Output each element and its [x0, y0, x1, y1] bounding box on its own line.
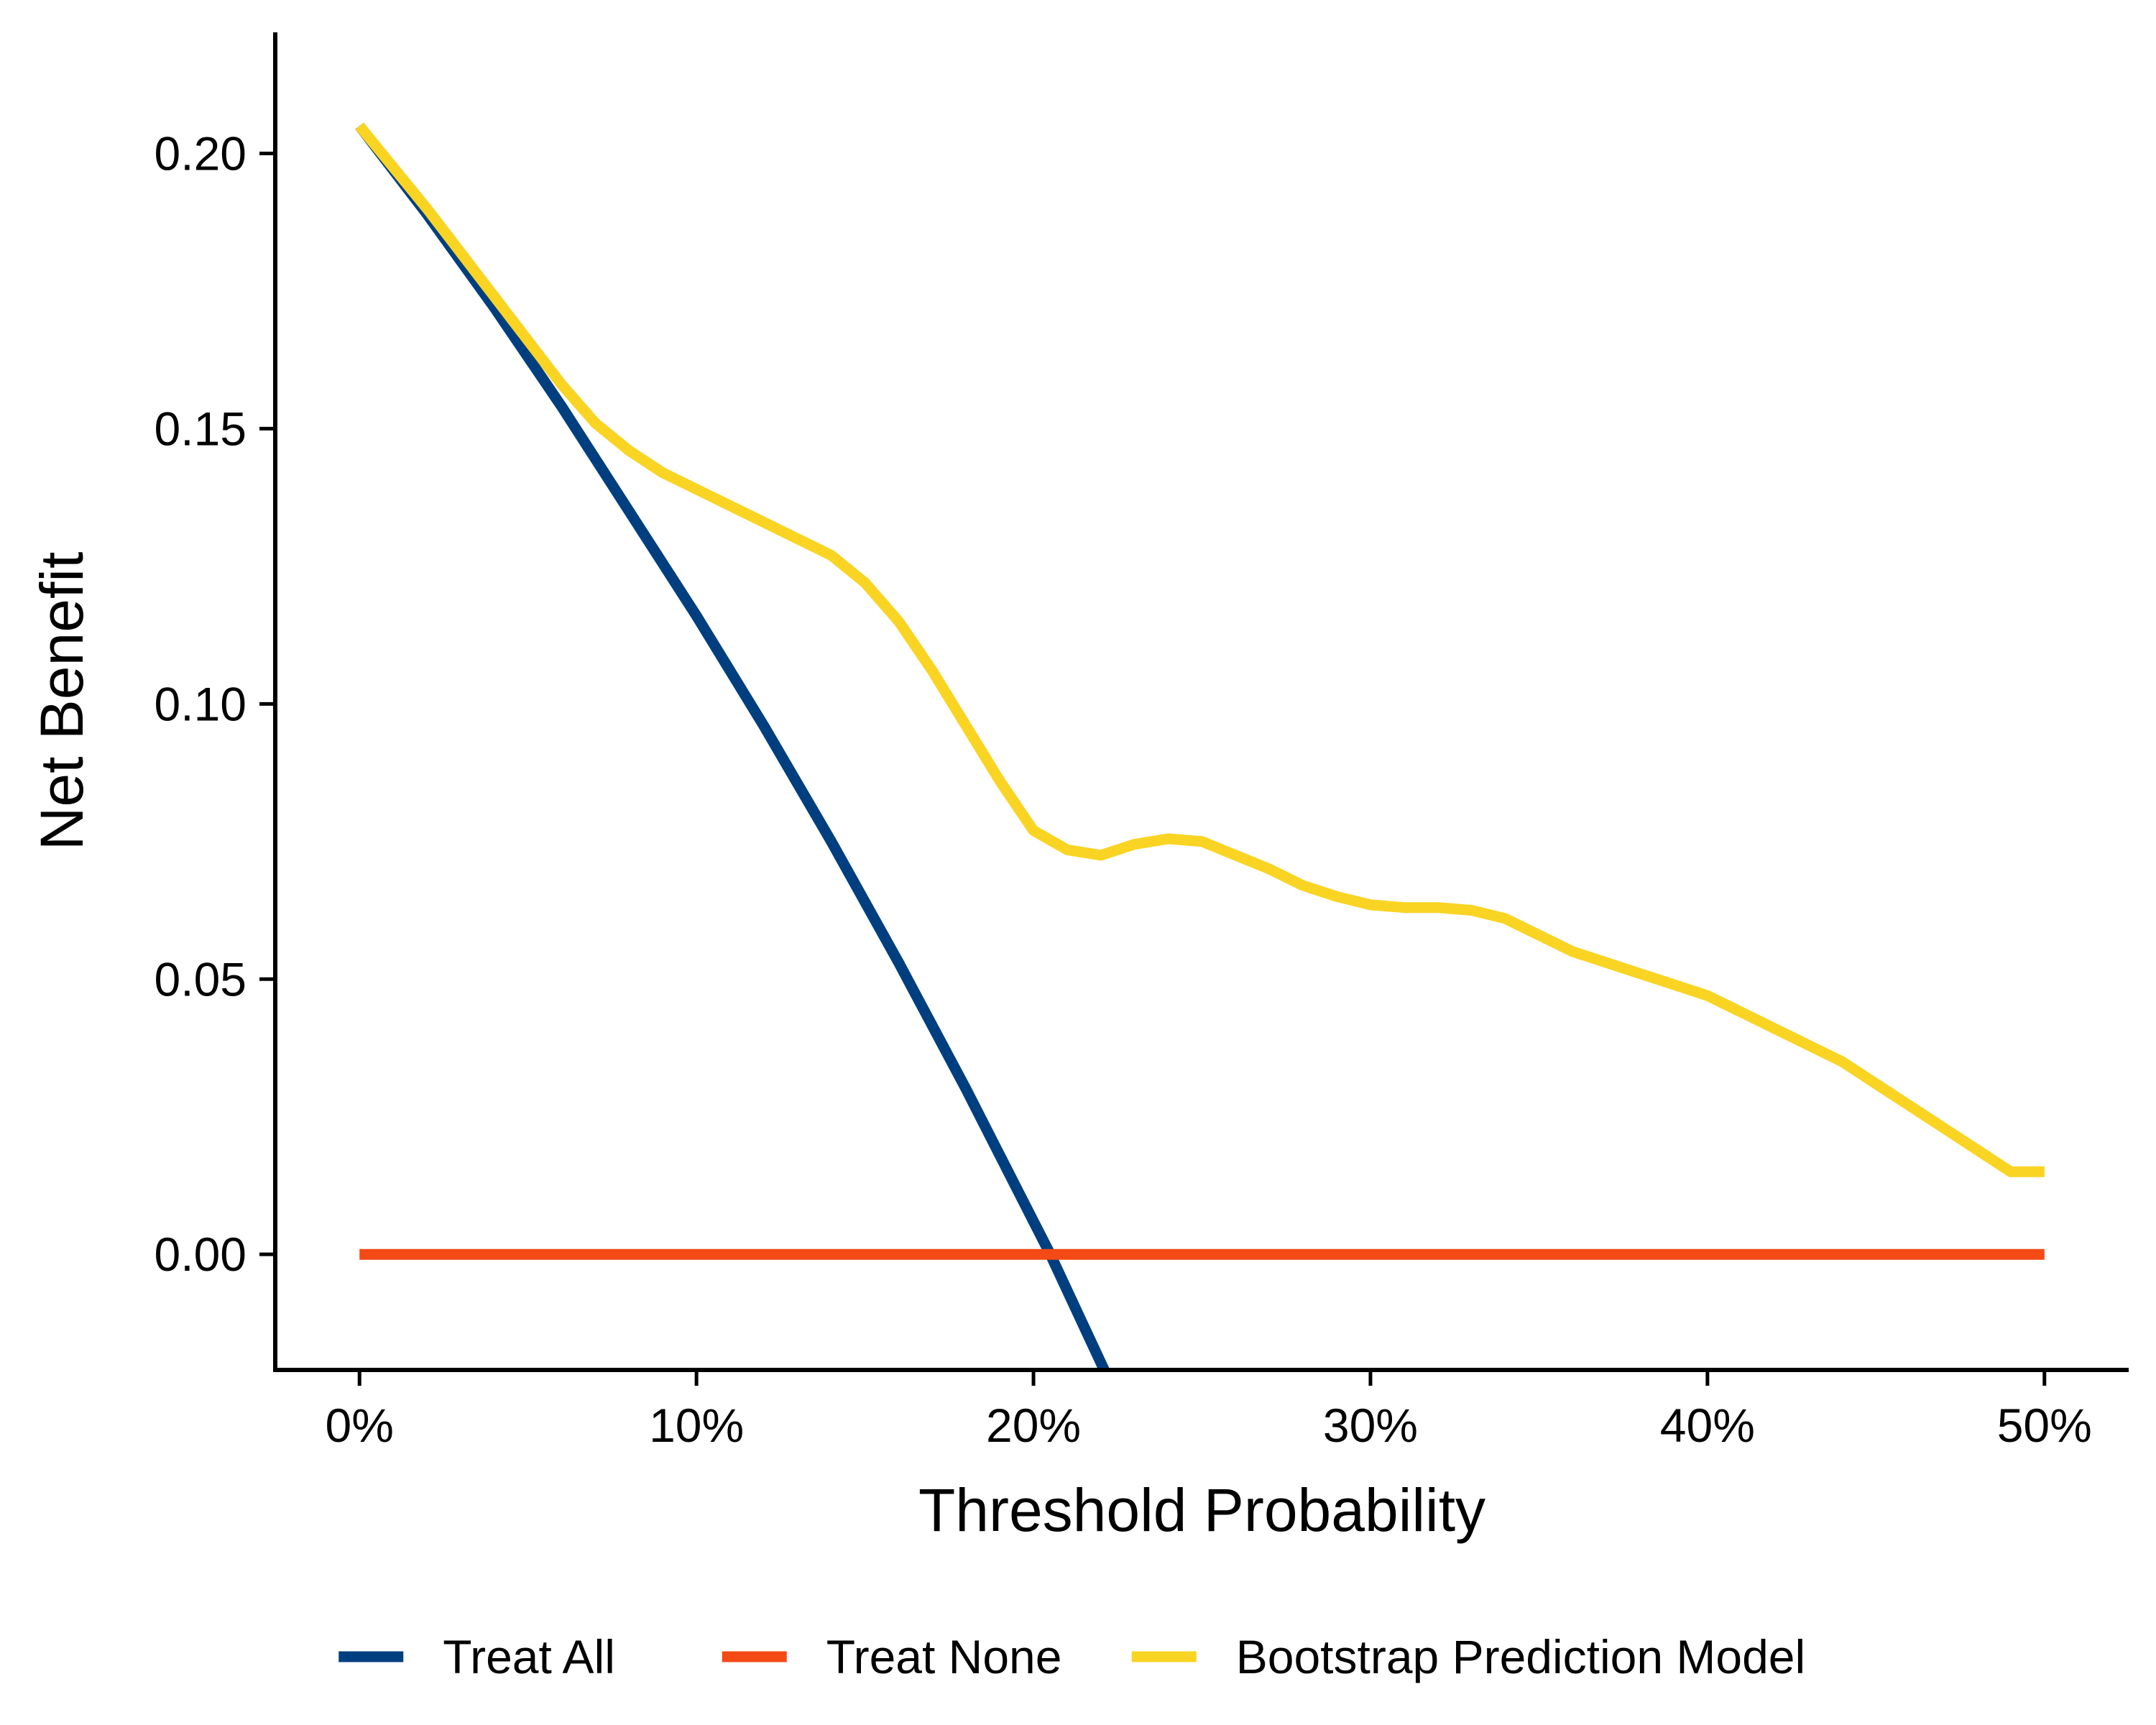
x-ticks: 0% 10% 20% 30% 40% 50% [326, 1370, 2092, 1452]
y-tick-label: 0.15 [155, 402, 247, 455]
y-tick-label: 0.00 [155, 1228, 247, 1281]
y-ticks: 0.00 0.05 0.10 0.15 0.20 [155, 126, 275, 1281]
x-tick-label: 30% [1323, 1399, 1418, 1452]
x-tick-label: 10% [649, 1399, 744, 1452]
x-tick-label: 50% [1997, 1399, 2092, 1452]
series-line-treat-all [355, 122, 1110, 1373]
legend-label-treat-none: Treat None [826, 1630, 1062, 1683]
y-tick-label: 0.20 [155, 126, 247, 180]
y-tick-label: 0.10 [155, 677, 247, 730]
x-axis-title: Threshold Probability [918, 1476, 1485, 1544]
y-tick-label: 0.05 [155, 952, 247, 1006]
axes [273, 32, 2129, 1372]
y-axis-title: Net Benefit [28, 552, 96, 851]
x-tick-label: 0% [326, 1399, 394, 1452]
x-tick-label: 40% [1660, 1399, 1755, 1452]
plot-lines [355, 122, 2045, 1373]
legend-label-treat-all: Treat All [443, 1630, 615, 1683]
x-tick-label: 20% [986, 1399, 1081, 1452]
legend-label-bootstrap-prediction-model: Bootstrap Prediction Model [1236, 1630, 1805, 1683]
legend: Treat All Treat None Bootstrap Prediction … [338, 1630, 1805, 1683]
series-line-bootstrap-prediction-model [355, 122, 2045, 1177]
